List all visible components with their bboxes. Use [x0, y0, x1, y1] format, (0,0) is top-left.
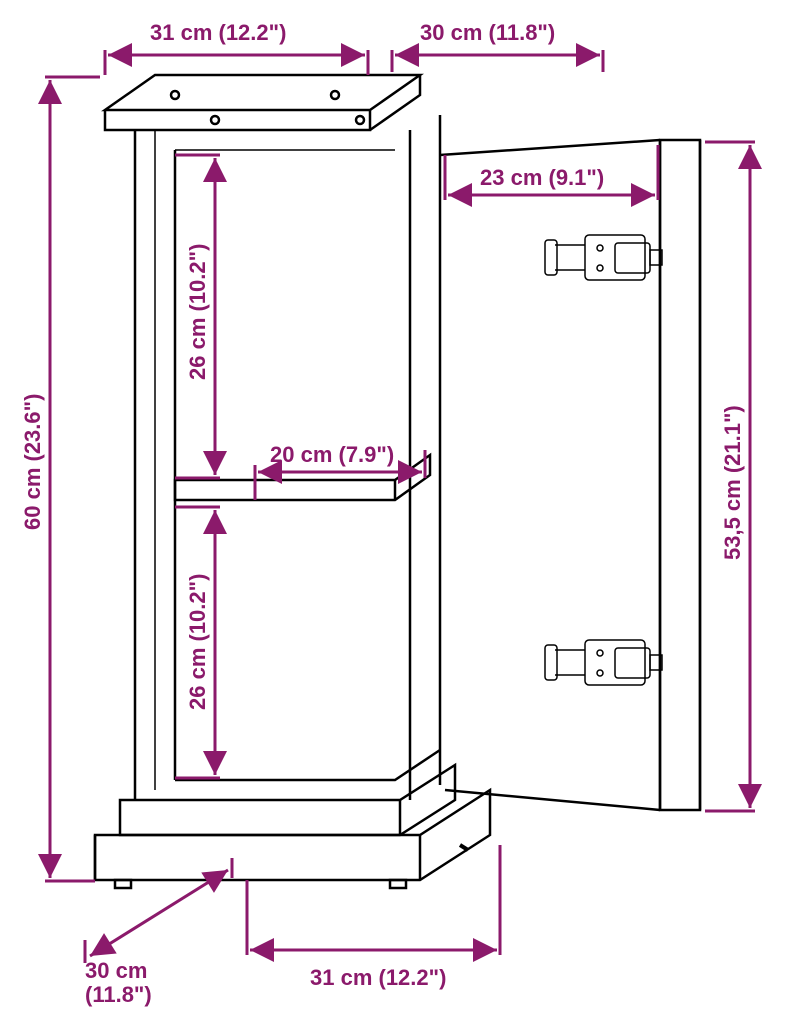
label-shelf-depth: 20 cm (7.9") — [270, 442, 394, 467]
label-top-depth: 30 cm (11.8") — [420, 20, 555, 45]
label-upper-shelf: 26 cm (10.2") — [185, 244, 210, 380]
label-top-width: 31 cm (12.2") — [150, 20, 286, 45]
label-door-height: 53,5 cm (21.1") — [720, 405, 745, 560]
label-base-width: 31 cm (12.2") — [310, 965, 446, 990]
hinge-bottom — [545, 640, 662, 685]
cabinet-outline — [95, 75, 700, 888]
label-lower-shelf: 26 cm (10.2") — [185, 574, 210, 710]
label-base-depth-bot: (11.8") — [85, 982, 152, 1007]
label-total-height: 60 cm (23.6") — [20, 394, 45, 530]
hinge-top — [545, 235, 662, 280]
dimension-labels: 31 cm (12.2") 30 cm (11.8") 60 cm (23.6"… — [20, 20, 745, 990]
label-base-depth-top: 30 cm — [85, 958, 147, 983]
dimension-drawing: 31 cm (12.2") 30 cm (11.8") 60 cm (23.6"… — [0, 0, 798, 1013]
label-door-inner: 23 cm (9.1") — [480, 165, 604, 190]
